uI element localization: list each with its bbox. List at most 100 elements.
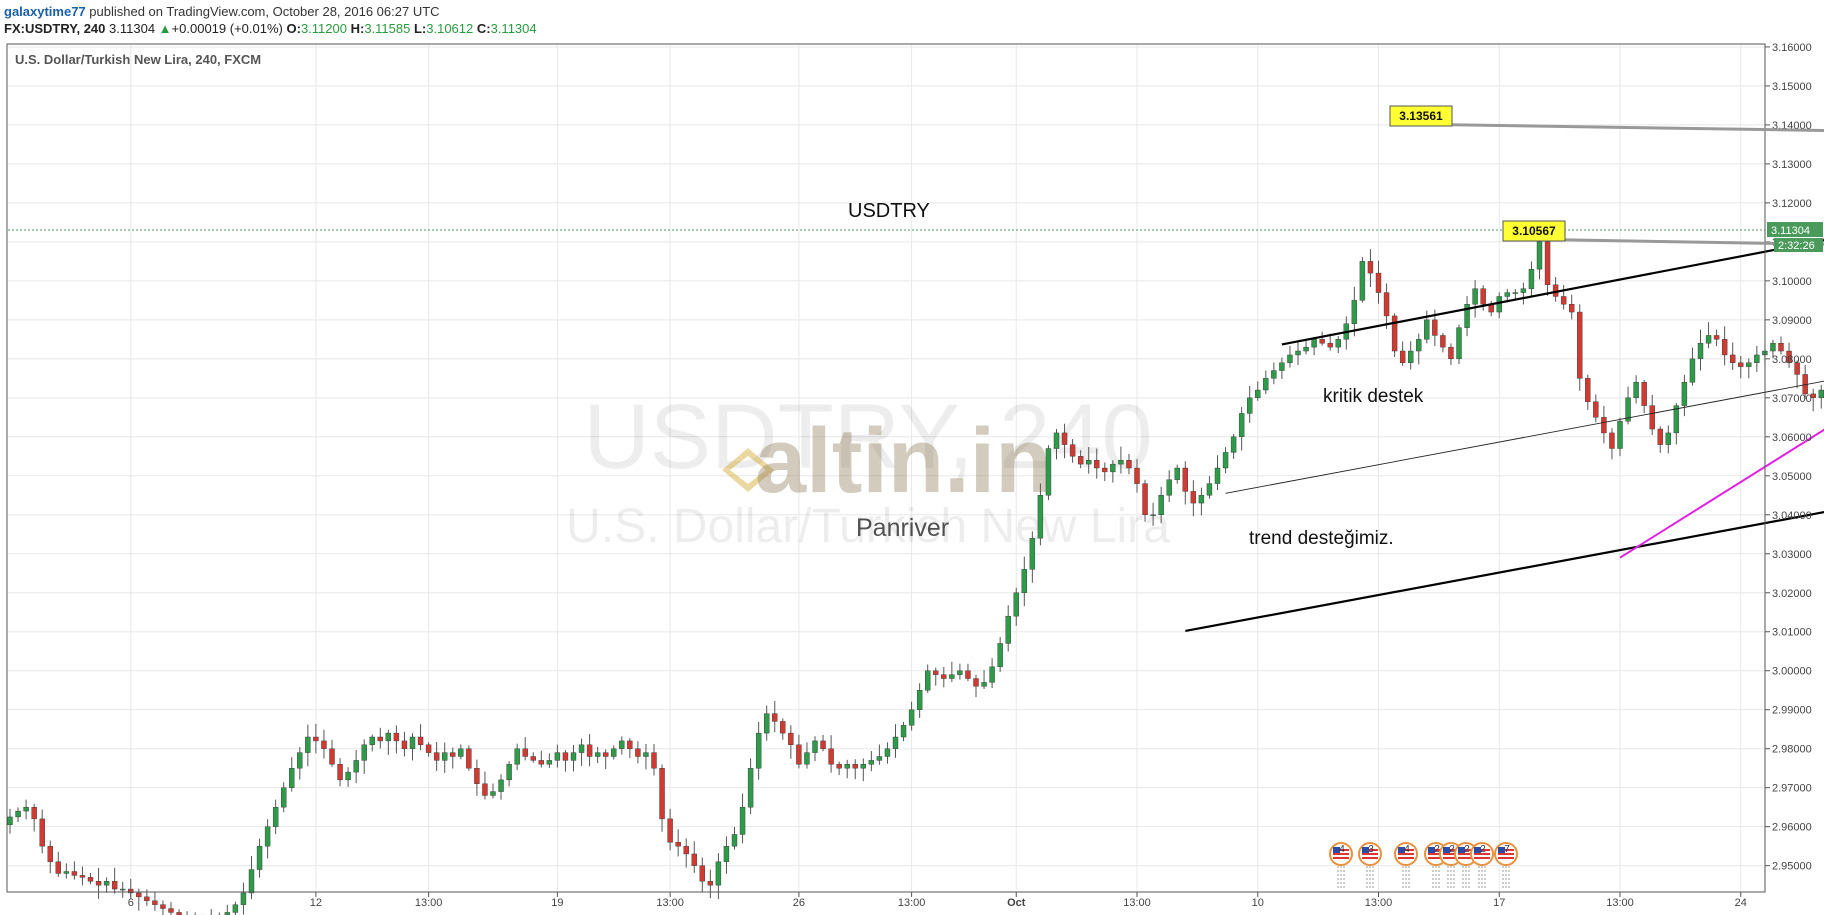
flag-stripe [1398,853,1414,855]
candle [667,808,673,851]
symbol-label[interactable]: FX:USDTRY, 240 [4,21,106,36]
close-value: 3.11304 [490,21,537,36]
change-up-icon: ▲ [158,21,172,36]
candle-body-up [264,826,271,847]
price-tick-label: 3.02000 [1772,588,1812,600]
price-tick-label: 3.10000 [1772,276,1812,288]
candle-body-up [1754,354,1760,363]
candle [1786,342,1792,368]
candle-body-down [675,842,681,847]
event-count: 2 [1480,844,1486,855]
candle [852,759,858,780]
chart-grid [8,45,1764,891]
time-tick-label: 13:00 [415,897,443,909]
candle [490,783,496,799]
candle-body-up [900,725,907,738]
chart-title: U.S. Dollar/Turkish New Lira, 240, FXCM [15,52,261,67]
chart-drawings[interactable] [1185,91,1824,633]
event-count: 4 [1404,844,1410,855]
event-count: 7 [1504,844,1510,855]
candle [1528,261,1535,298]
candle [1279,357,1285,379]
candle-body-down [586,744,593,757]
close-label: C: [476,21,491,36]
candle [522,737,528,761]
candle [1689,347,1696,386]
published-text: published on TradingView.com, October 28… [85,4,440,19]
candle-body-down [71,871,78,876]
us-flag-event-icon[interactable]: 3 [1358,842,1382,890]
candle-body-up [1263,378,1269,391]
candle-body-up [860,764,866,769]
candle-body-down [852,764,858,769]
candle [176,909,182,915]
watermark-logo: altin.in [755,410,1051,512]
candle [876,744,883,765]
us-flag-event-icon[interactable]: 4 [1329,842,1353,890]
candle-body-up [1053,432,1060,449]
candle-body-up [1665,432,1672,445]
candle [755,721,762,780]
time-axis[interactable]: 6 12 13:00 19 13:00 26 13:00 Oct 13:00 10 13:00 17 1… [128,892,1824,909]
candle-body-up [594,752,601,757]
candle [71,861,78,880]
candle [916,683,923,719]
candle [796,734,802,769]
candle [1738,355,1744,379]
candle [1174,464,1180,484]
candle-body-down [337,764,343,781]
candle [1295,341,1301,366]
channel-middle-line[interactable] [1225,240,1824,494]
candle-body-up [844,764,850,769]
candle-body-up [1496,296,1502,313]
time-tick-label: 26 [793,897,805,909]
candle-body-up [1681,382,1688,406]
candle [305,724,311,767]
candle-body-up [1705,335,1712,344]
candle [1335,335,1341,354]
candle-body-up [957,670,963,675]
candle [1271,362,1277,385]
candle-body-down [1738,362,1744,367]
callout-mid-price[interactable]: 3.10567 [1502,220,1824,259]
candle [1230,433,1237,459]
time-tick-label: 6 [128,897,134,909]
open-value: 3.11200 [300,21,347,36]
flag-stripe [1443,853,1459,855]
flag-canton [1458,847,1465,853]
candle [965,663,971,682]
candle-body-down [820,740,826,749]
candle-body-down [651,752,657,769]
candle [1367,249,1374,288]
candle [1311,337,1317,356]
candle-body-up [1512,292,1519,294]
candle-body-up [1005,615,1011,644]
channel-upper-line[interactable] [1281,91,1824,346]
candle [1681,374,1688,417]
time-tick-label: 13:00 [898,897,926,909]
candle [933,667,939,686]
candle-body-down [1069,444,1076,457]
price-axis[interactable]: 3.160003.150003.140003.130003.120003.110… [1765,42,1812,873]
channel-lower-line[interactable] [1185,378,1824,633]
candle-body-up [490,791,496,796]
candle [1021,556,1027,607]
candle-body-down [1182,467,1189,492]
time-tick-label: 13:00 [1606,897,1634,909]
candle [554,744,561,768]
candle-body-down [699,865,705,882]
author-link[interactable]: galaxytime77 [4,4,86,19]
candle-body-down [1077,456,1084,465]
candle [15,807,21,823]
callout-top-price[interactable]: 3.13561 [1389,105,1824,142]
price-callouts[interactable]: 3.13561 3.10567 [1389,105,1824,259]
candle-body-down [635,748,641,757]
us-flag-event-icon[interactable]: 4 [1394,842,1418,890]
us-flag-event-icon[interactable]: 2 [1470,842,1494,890]
candle-body-down [667,818,673,843]
candle [844,759,850,779]
us-flag-event-icon[interactable]: 7 [1494,842,1518,890]
candle [1351,286,1358,337]
